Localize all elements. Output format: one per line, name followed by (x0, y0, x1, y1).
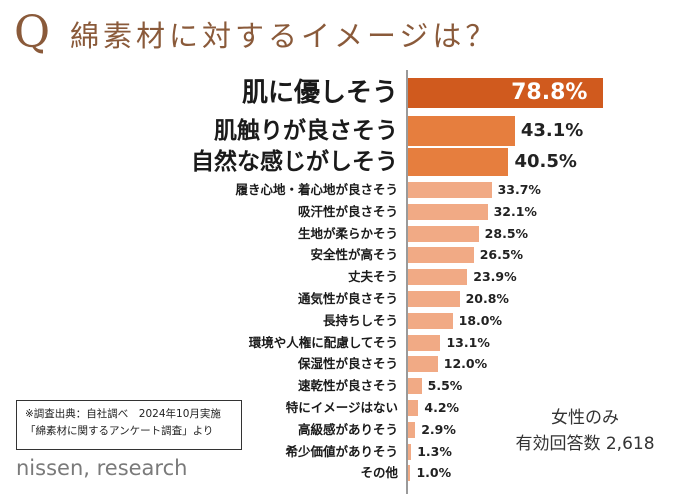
category-label: 速乾性が良さそう (297, 378, 398, 394)
data-label: 1.3% (417, 443, 452, 459)
data-label: 4.2% (424, 400, 460, 415)
bar-10 (408, 312, 453, 329)
bar-12 (408, 356, 438, 373)
bar-15 (408, 421, 416, 438)
data-label: 32.1% (493, 203, 537, 219)
data-label: 2.9% (421, 421, 456, 437)
data-label: 28.5% (484, 225, 529, 241)
category-label: 長持ちしそう (322, 312, 398, 328)
source-note-line1: ※調査出典：自社調べ 2024年10月実施 (25, 408, 221, 420)
data-label: 40.5% (514, 151, 577, 172)
data-label: 78.8% (511, 80, 588, 105)
category-label: 肌に優しそう (241, 78, 398, 108)
category-label: 肌触りが良さそう (214, 118, 398, 144)
bar-3 (408, 148, 509, 176)
category-label: 保湿性が良さそう (297, 356, 398, 372)
category-label: 希少価値がありそう (285, 443, 398, 459)
category-label: 特にイメージはない (285, 400, 398, 415)
bar-6 (408, 225, 479, 242)
category-label: 通気性が良さそう (297, 291, 398, 306)
category-label: その他 (360, 465, 398, 481)
category-label: 履き心地・着心地が良さそう (235, 182, 398, 197)
bar-9 (408, 291, 460, 307)
data-label: 20.8% (465, 291, 509, 306)
bar-13 (408, 378, 422, 395)
bar-5 (408, 203, 488, 220)
bar-16 (408, 443, 412, 460)
data-label: 43.1% (520, 120, 584, 141)
sample-respondents: 女性のみ (551, 408, 619, 428)
data-label: 18.0% (458, 312, 502, 328)
data-label: 33.7% (497, 182, 541, 197)
bar-8 (408, 269, 468, 286)
sample-size: 有効回答数 2,618 (515, 434, 655, 454)
data-label: 13.1% (446, 334, 490, 350)
bar-14 (408, 400, 419, 416)
category-label: 自然な感じがしそう (191, 149, 398, 175)
category-label: 丈夫そう (347, 269, 398, 285)
bar-4 (408, 182, 492, 198)
bar-11 (408, 334, 441, 351)
data-label: 26.5% (479, 247, 524, 263)
question-mark-q: Q (14, 7, 51, 58)
category-label: 高級感がありそう (297, 421, 398, 437)
source-note-line2: 「綿素材に関するアンケート調査」より (25, 425, 214, 437)
category-label: 環境や人権に配慮してそう (248, 334, 398, 350)
bar-7 (408, 247, 474, 264)
chart-title: 綿素材に対するイメージは？ (70, 19, 499, 53)
bar-1 (408, 78, 604, 108)
sample-info: 女性のみ 有効回答数 2,618 (500, 405, 670, 457)
bar-2 (408, 116, 515, 146)
source-note: ※調査出典：自社調べ 2024年10月実施 「綿素材に関するアンケート調査」より (16, 400, 242, 450)
category-label: 吸汗性が良さそう (297, 203, 398, 219)
data-label: 23.9% (473, 269, 517, 285)
bar-17 (408, 465, 411, 482)
brand-logo-text: nissen, research (16, 456, 188, 480)
data-label: 12.0% (443, 356, 488, 372)
category-label: 安全性が高そう (310, 247, 398, 263)
category-label: 生地が柔らかそう (297, 225, 398, 241)
data-label: 5.5% (427, 378, 463, 394)
data-label: 1.0% (416, 465, 452, 481)
axis-line (406, 70, 408, 494)
